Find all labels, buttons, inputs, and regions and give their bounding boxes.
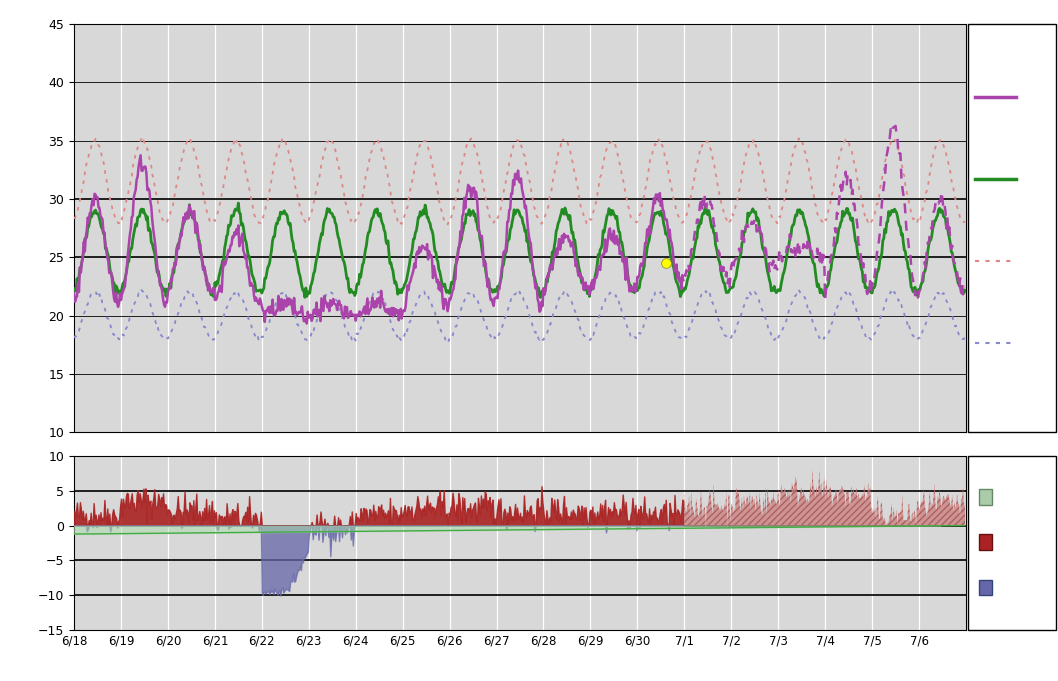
Bar [979, 489, 991, 505]
Bar [979, 535, 991, 550]
Bar [979, 580, 991, 595]
